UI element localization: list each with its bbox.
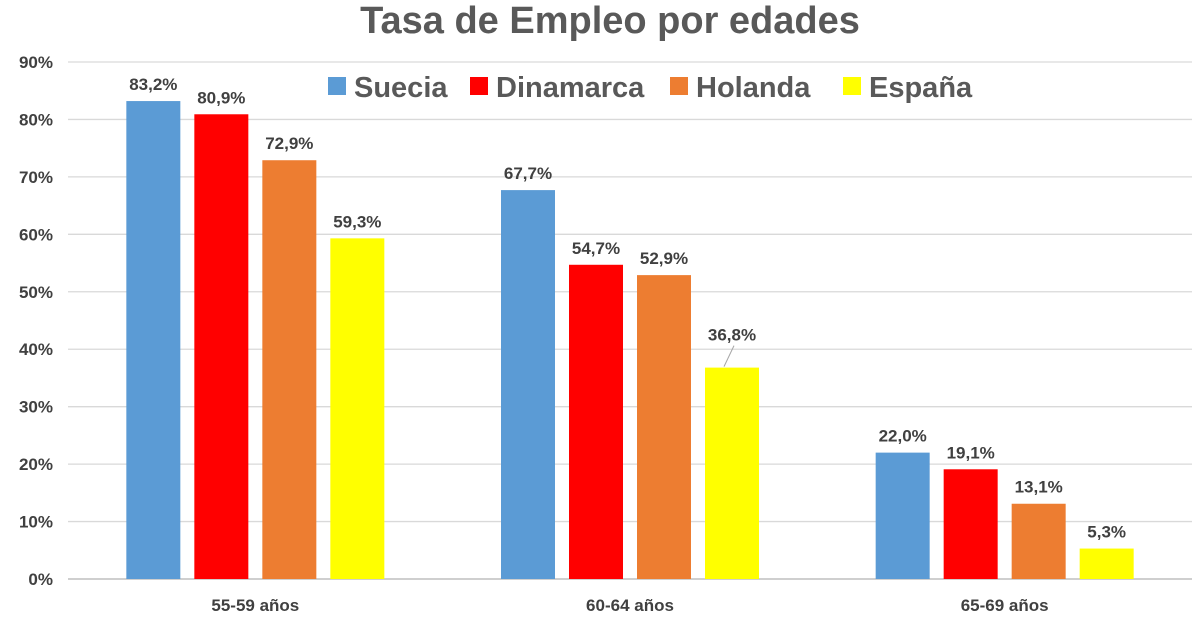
y-tick-label: 30% <box>19 398 53 417</box>
data-label: 19,1% <box>947 443 995 462</box>
y-tick-label: 10% <box>19 513 53 532</box>
data-label: 83,2% <box>129 75 177 94</box>
legend-swatch-holanda <box>670 77 688 95</box>
data-label: 80,9% <box>197 88 245 107</box>
data-label: 36,8% <box>708 326 756 345</box>
legend-label: España <box>869 72 973 104</box>
y-tick-label: 0% <box>28 570 53 589</box>
legend: Suecia Dinamarca Holanda España <box>328 72 973 104</box>
bar-holanda <box>637 275 691 579</box>
bar-suecia <box>875 452 930 579</box>
data-labels: 83,2% 80,9% 72,9% 59,3% 67,7% 54,7% 52,9% 36,8%… <box>129 75 1126 541</box>
data-label: 72,9% <box>265 134 313 153</box>
data-label: 52,9% <box>640 249 688 268</box>
bar-dinamarca <box>569 264 623 579</box>
leader-line <box>723 345 735 367</box>
y-tick-label: 50% <box>19 283 53 302</box>
data-label: 67,7% <box>504 164 552 183</box>
legend-label: Holanda <box>696 72 811 104</box>
bar-españa <box>330 238 385 580</box>
legend-swatch-suecia <box>328 77 346 95</box>
y-tick-label: 40% <box>19 340 53 359</box>
y-tick-label: 60% <box>19 225 53 244</box>
bar-holanda <box>1011 503 1066 579</box>
gridlines <box>68 61 1192 580</box>
y-tick-label: 20% <box>19 455 53 474</box>
bar-dinamarca <box>194 114 249 579</box>
bar-holanda <box>262 160 317 580</box>
x-tick-label: 65-69 años <box>961 596 1049 615</box>
x-axis-ticks: 55-59 años 60-64 años 65-69 años <box>211 596 1048 615</box>
y-tick-label: 90% <box>19 53 53 72</box>
bar-españa <box>705 367 759 579</box>
bar-suecia <box>126 101 181 579</box>
y-tick-label: 80% <box>19 110 53 129</box>
data-label: 54,7% <box>572 239 620 258</box>
bar-suecia <box>501 190 555 579</box>
legend-label: Dinamarca <box>496 72 645 104</box>
x-tick-label: 55-59 años <box>211 596 299 615</box>
legend-swatch-españa <box>843 77 861 95</box>
bar-dinamarca <box>943 469 998 579</box>
y-tick-label: 70% <box>19 168 53 187</box>
legend-swatch-dinamarca <box>470 77 488 95</box>
data-label: 59,3% <box>333 212 381 231</box>
chart-title: Tasa de Empleo por edades <box>360 0 860 42</box>
legend-label: Suecia <box>354 72 448 104</box>
data-label: 22,0% <box>879 427 927 446</box>
y-axis-ticks: 0% 10% 20% 30% 40% 50% 60% 70% 80% 90% <box>19 53 53 589</box>
bars <box>126 101 1134 580</box>
bar-españa <box>1079 548 1134 579</box>
data-label: 13,1% <box>1015 478 1063 497</box>
data-label: 5,3% <box>1087 523 1126 542</box>
x-tick-label: 60-64 años <box>586 596 674 615</box>
